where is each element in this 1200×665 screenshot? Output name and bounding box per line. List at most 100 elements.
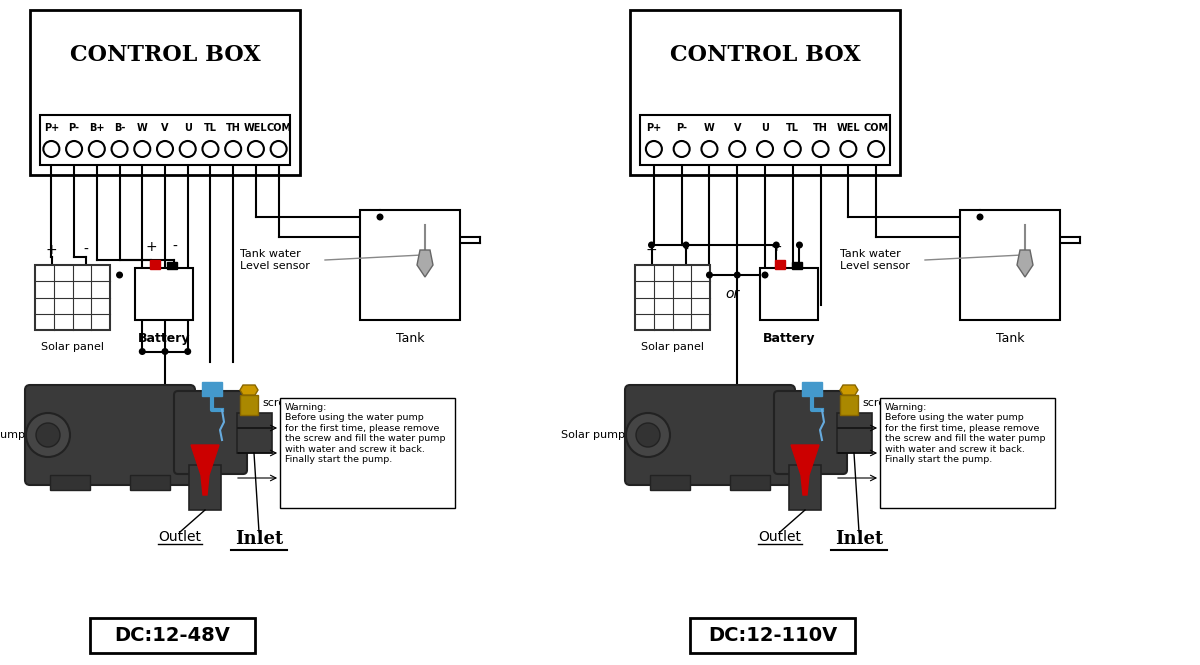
Circle shape — [162, 348, 168, 355]
Circle shape — [36, 423, 60, 447]
Text: TL: TL — [786, 123, 799, 133]
Polygon shape — [418, 250, 433, 277]
Circle shape — [683, 241, 690, 249]
Text: V: V — [161, 123, 169, 133]
Text: Warning:
Before using the water pump
for the first time, please remove
the screw: Warning: Before using the water pump for… — [286, 403, 445, 464]
Circle shape — [757, 141, 773, 157]
Bar — [880, 398, 1055, 508]
Circle shape — [730, 141, 745, 157]
Polygon shape — [191, 445, 220, 495]
Bar — [190, 465, 221, 510]
Text: TH: TH — [226, 123, 241, 133]
Text: Tank water
Level sensor: Tank water Level sensor — [840, 249, 910, 271]
Circle shape — [26, 413, 70, 457]
Bar — [774, 260, 785, 269]
Bar — [150, 260, 160, 269]
Circle shape — [157, 141, 173, 157]
Text: TL: TL — [204, 123, 217, 133]
Bar — [90, 618, 256, 653]
Text: Tank water
Level sensor: Tank water Level sensor — [240, 249, 310, 271]
Text: DC:12-48V: DC:12-48V — [114, 626, 230, 645]
Text: P-: P- — [68, 123, 79, 133]
Polygon shape — [791, 445, 818, 495]
Circle shape — [785, 141, 800, 157]
Text: Outlet: Outlet — [158, 530, 202, 544]
Text: Battery: Battery — [138, 332, 191, 345]
Text: screw: screw — [262, 398, 294, 408]
Text: COM: COM — [864, 123, 889, 133]
Bar — [134, 268, 193, 320]
Bar — [792, 262, 803, 269]
Bar — [167, 262, 178, 269]
Bar — [202, 382, 222, 396]
FancyBboxPatch shape — [174, 391, 247, 474]
Text: CONTROL BOX: CONTROL BOX — [70, 44, 260, 66]
Text: B+: B+ — [89, 123, 104, 133]
Text: U: U — [761, 123, 769, 133]
Circle shape — [868, 141, 884, 157]
Text: B-: B- — [114, 123, 125, 133]
FancyBboxPatch shape — [25, 385, 194, 485]
Text: -: - — [797, 240, 802, 254]
FancyBboxPatch shape — [774, 391, 847, 474]
Circle shape — [840, 141, 857, 157]
Bar — [760, 268, 818, 320]
Bar — [690, 618, 854, 653]
Circle shape — [271, 141, 287, 157]
Circle shape — [706, 271, 713, 279]
Circle shape — [636, 423, 660, 447]
Polygon shape — [840, 385, 858, 395]
Circle shape — [977, 213, 984, 221]
Circle shape — [203, 141, 218, 157]
Bar — [130, 475, 170, 490]
FancyBboxPatch shape — [625, 385, 796, 485]
Circle shape — [702, 141, 718, 157]
Text: screw: screw — [862, 398, 894, 408]
Bar — [640, 115, 890, 165]
Bar — [790, 465, 821, 510]
Circle shape — [773, 241, 780, 249]
Text: Solar pump: Solar pump — [0, 430, 25, 440]
Text: +: + — [46, 243, 58, 257]
Bar — [730, 475, 770, 490]
Bar — [650, 475, 690, 490]
Circle shape — [673, 141, 690, 157]
Text: TH: TH — [814, 123, 828, 133]
Text: -: - — [684, 243, 689, 257]
Circle shape — [377, 213, 384, 221]
Text: Solar panel: Solar panel — [41, 342, 104, 352]
Circle shape — [812, 141, 828, 157]
Text: or: or — [725, 287, 739, 301]
Text: Inlet: Inlet — [835, 530, 883, 548]
Text: +: + — [770, 240, 782, 254]
Circle shape — [43, 141, 59, 157]
Circle shape — [733, 271, 740, 279]
Text: Outlet: Outlet — [758, 530, 802, 544]
Circle shape — [762, 271, 768, 279]
Bar — [635, 265, 710, 330]
Bar — [802, 382, 822, 396]
Polygon shape — [1018, 250, 1033, 277]
Bar — [238, 413, 272, 453]
Circle shape — [626, 413, 670, 457]
Text: CONTROL BOX: CONTROL BOX — [670, 44, 860, 66]
Circle shape — [116, 271, 124, 279]
Circle shape — [134, 141, 150, 157]
Bar — [35, 265, 110, 330]
Text: DC:12-110V: DC:12-110V — [708, 626, 838, 645]
Bar — [840, 395, 858, 415]
Bar — [360, 210, 460, 320]
Bar — [30, 10, 300, 175]
Bar — [960, 210, 1060, 320]
Circle shape — [112, 141, 127, 157]
Text: P-: P- — [676, 123, 688, 133]
Text: Solar pump: Solar pump — [562, 430, 625, 440]
Text: V: V — [733, 123, 740, 133]
Text: Tank: Tank — [996, 332, 1025, 345]
Text: -: - — [172, 240, 176, 254]
Bar — [280, 398, 455, 508]
Bar — [40, 115, 290, 165]
Circle shape — [648, 241, 655, 249]
Circle shape — [248, 141, 264, 157]
Text: P+: P+ — [43, 123, 59, 133]
